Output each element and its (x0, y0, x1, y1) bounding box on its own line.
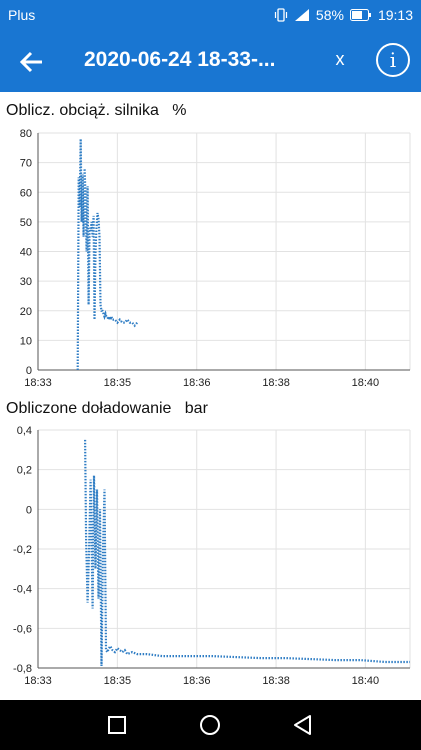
y-tick-label: 0,2 (17, 465, 32, 477)
chart-2-title: Obliczone doładowanie bar (6, 400, 208, 417)
y-tick-label: 20 (20, 306, 32, 318)
recents-button-icon[interactable] (104, 712, 130, 738)
y-tick-label: 0,4 (17, 425, 32, 437)
navigation-bar (0, 700, 421, 750)
status-bar: Plus 58% 19:13 (0, 0, 421, 30)
y-tick-label: 30 (20, 276, 32, 288)
y-tick-label: 0 (26, 365, 32, 377)
y-tick-label: -0,6 (13, 623, 32, 635)
y-tick-label: 0 (26, 504, 32, 516)
x-tick-label: 18:33 (24, 377, 52, 389)
x-tick-label: 18:38 (262, 675, 290, 687)
x-tick-label: 18:36 (183, 377, 211, 389)
boost-chart: 0,4 0,2 0 -0,2 -0,4 -0,6 -0,818:33 18:35 18:36 18… (13, 425, 411, 687)
series-line (84, 439, 410, 667)
carrier-label: Plus (8, 7, 36, 23)
page-title: 2020-06-24 18-33-... (84, 48, 276, 71)
x-tick-label: 18:36 (183, 675, 211, 687)
x-tick-label: 18:38 (262, 377, 290, 389)
x-tick-label: 18:40 (352, 377, 380, 389)
y-tick-label: 70 (20, 158, 32, 170)
home-button-icon[interactable] (197, 712, 223, 738)
x-tick-label: 18:40 (352, 675, 380, 687)
back-arrow-icon[interactable] (14, 44, 50, 80)
y-tick-label: -0,4 (13, 584, 32, 596)
chart-1-title: Oblicz. obciąż. silnika % (6, 102, 187, 119)
battery-percent: 58% (315, 7, 344, 23)
series-line (76, 138, 139, 371)
x-tick-label: 18:35 (104, 675, 132, 687)
y-tick-label: 10 (20, 335, 32, 347)
back-button-icon[interactable] (290, 712, 316, 738)
signal-icon (294, 9, 309, 21)
info-button[interactable]: i (376, 43, 410, 77)
battery-icon (349, 9, 371, 21)
engine-load-chart: 80 70 60 50 40 30 20 10 018:33 18:35 18:36 18:38 18:… (20, 128, 411, 389)
x-tick-label: 18:35 (104, 377, 132, 389)
x-tick-label: 18:33 (24, 675, 52, 687)
clock: 19:13 (377, 7, 413, 23)
y-tick-label: -0,2 (13, 544, 32, 556)
y-tick-label: 80 (20, 128, 32, 140)
close-button[interactable]: x (335, 49, 345, 69)
y-tick-label: 60 (20, 187, 32, 199)
app-bar: 2020-06-24 18-33-... x i (0, 30, 421, 92)
vibrate-icon (274, 8, 288, 22)
status-icons: 58% 19:13 (274, 7, 413, 23)
y-tick-label: -0,8 (13, 663, 32, 675)
y-tick-label: 50 (20, 217, 32, 229)
y-tick-label: 40 (20, 247, 32, 259)
